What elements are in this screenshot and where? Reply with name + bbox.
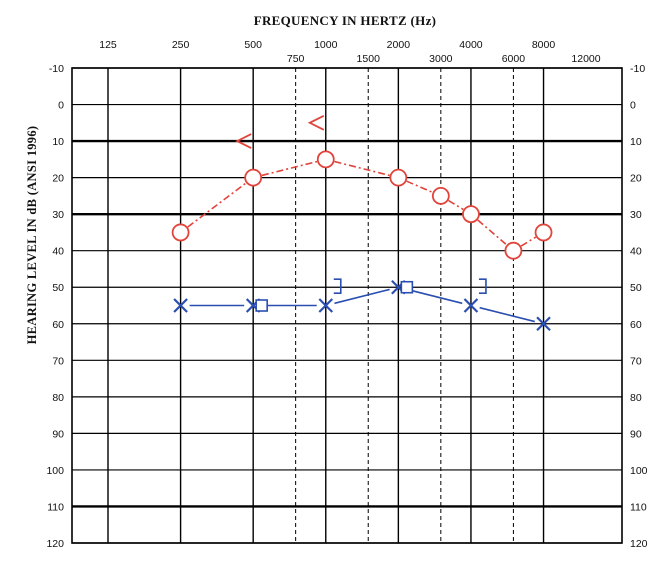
x-tick-label-minor: 12000 bbox=[571, 53, 600, 65]
circle-mark bbox=[389, 168, 408, 187]
y-tick-label-right: 120 bbox=[630, 538, 648, 550]
y-tick-label-right: 100 bbox=[630, 465, 648, 477]
cross-stroke bbox=[536, 316, 551, 332]
series-lines bbox=[187, 160, 537, 323]
y-tick-label-left: 0 bbox=[58, 100, 64, 112]
cross-stroke bbox=[463, 298, 479, 313]
circle-mark bbox=[534, 223, 553, 242]
x-tick-label-minor: 6000 bbox=[502, 53, 526, 65]
y-tick-label-right: 110 bbox=[630, 501, 647, 513]
less-than-mark bbox=[307, 115, 325, 131]
y-tick-label-right: 0 bbox=[630, 100, 636, 112]
square-mark bbox=[400, 280, 414, 294]
square-mark bbox=[255, 299, 268, 312]
chart-title: FREQUENCY IN HERTZ (Hz) bbox=[254, 13, 437, 28]
x-tick-label-major: 125 bbox=[99, 39, 117, 51]
x-tick-label-minor: 750 bbox=[287, 53, 305, 65]
tick-labels: -10 -10 0 0 10 10 20 20 30 30 40 40 50 50 60 60 70 70 80 80… bbox=[46, 39, 647, 550]
y-tick-label-left: 80 bbox=[52, 392, 64, 404]
y-tick-label-left: 100 bbox=[46, 465, 64, 477]
x-tick-label-major: 2000 bbox=[387, 39, 411, 51]
y-tick-label-right: 30 bbox=[630, 209, 642, 221]
grid bbox=[71, 67, 623, 544]
y-tick-label-left: 40 bbox=[52, 246, 64, 258]
x-tick-label-major: 4000 bbox=[459, 39, 483, 51]
x-tick-label-minor: 1500 bbox=[357, 53, 381, 65]
circle-mark bbox=[171, 223, 190, 242]
y-tick-label-right: -10 bbox=[630, 63, 645, 75]
series-segment bbox=[520, 236, 537, 247]
cross-mark bbox=[173, 298, 188, 313]
y-tick-label-right: 80 bbox=[630, 392, 642, 404]
series-segment bbox=[334, 160, 390, 177]
x-tick-label-major: 1000 bbox=[314, 39, 338, 51]
series-segment bbox=[477, 219, 508, 246]
y-tick-label-right: 40 bbox=[630, 246, 642, 258]
x-tick-label-major: 250 bbox=[172, 39, 190, 51]
y-tick-label-left: -10 bbox=[49, 63, 64, 75]
cross-mark bbox=[463, 298, 479, 313]
y-tick-label-left: 120 bbox=[46, 538, 64, 550]
less-than-mark bbox=[235, 133, 252, 149]
y-tick-label-right: 60 bbox=[630, 319, 642, 331]
x-tick-label-major: 8000 bbox=[532, 39, 556, 51]
x-tick-label-minor: 3000 bbox=[429, 53, 453, 65]
plot-frame bbox=[71, 67, 623, 544]
y-tick-label-left: 110 bbox=[47, 501, 64, 513]
series-segment bbox=[187, 182, 247, 228]
series-segment bbox=[406, 288, 463, 305]
y-tick-label-right: 70 bbox=[630, 355, 642, 367]
series-segment bbox=[406, 180, 433, 194]
y-tick-label-left: 10 bbox=[52, 136, 64, 148]
bracket-mark bbox=[478, 278, 487, 295]
y-tick-label-left: 30 bbox=[52, 209, 64, 221]
series-segment bbox=[334, 288, 390, 305]
series-segment bbox=[448, 199, 464, 211]
series-segment bbox=[261, 160, 318, 177]
y-tick-label-left: 90 bbox=[52, 428, 64, 440]
y-tick-label-right: 10 bbox=[630, 136, 642, 148]
series-segment bbox=[479, 306, 536, 323]
y-tick-label-right: 50 bbox=[630, 282, 642, 294]
circle-mark bbox=[431, 186, 450, 205]
data-marks bbox=[171, 115, 553, 332]
y-tick-label-right: 90 bbox=[630, 428, 642, 440]
y-tick-label-left: 70 bbox=[52, 355, 64, 367]
circle-mark bbox=[504, 241, 523, 260]
circle-mark bbox=[244, 168, 263, 187]
cross-mark bbox=[536, 316, 551, 332]
circle-mark bbox=[462, 205, 480, 224]
circle-mark bbox=[316, 150, 335, 169]
y-tick-label-left: 60 bbox=[52, 319, 64, 331]
cross-stroke bbox=[173, 298, 188, 313]
y-tick-label-left: 50 bbox=[52, 282, 64, 294]
y-tick-label-left: 20 bbox=[52, 173, 64, 185]
y-tick-label-right: 20 bbox=[630, 173, 642, 185]
cross-stroke bbox=[318, 298, 334, 313]
cross-mark bbox=[318, 298, 334, 313]
bracket-mark bbox=[333, 278, 342, 295]
y-axis-label: HEARING LEVEL IN dB (ANSI 1996) bbox=[25, 126, 39, 345]
x-tick-label-major: 500 bbox=[244, 39, 262, 51]
